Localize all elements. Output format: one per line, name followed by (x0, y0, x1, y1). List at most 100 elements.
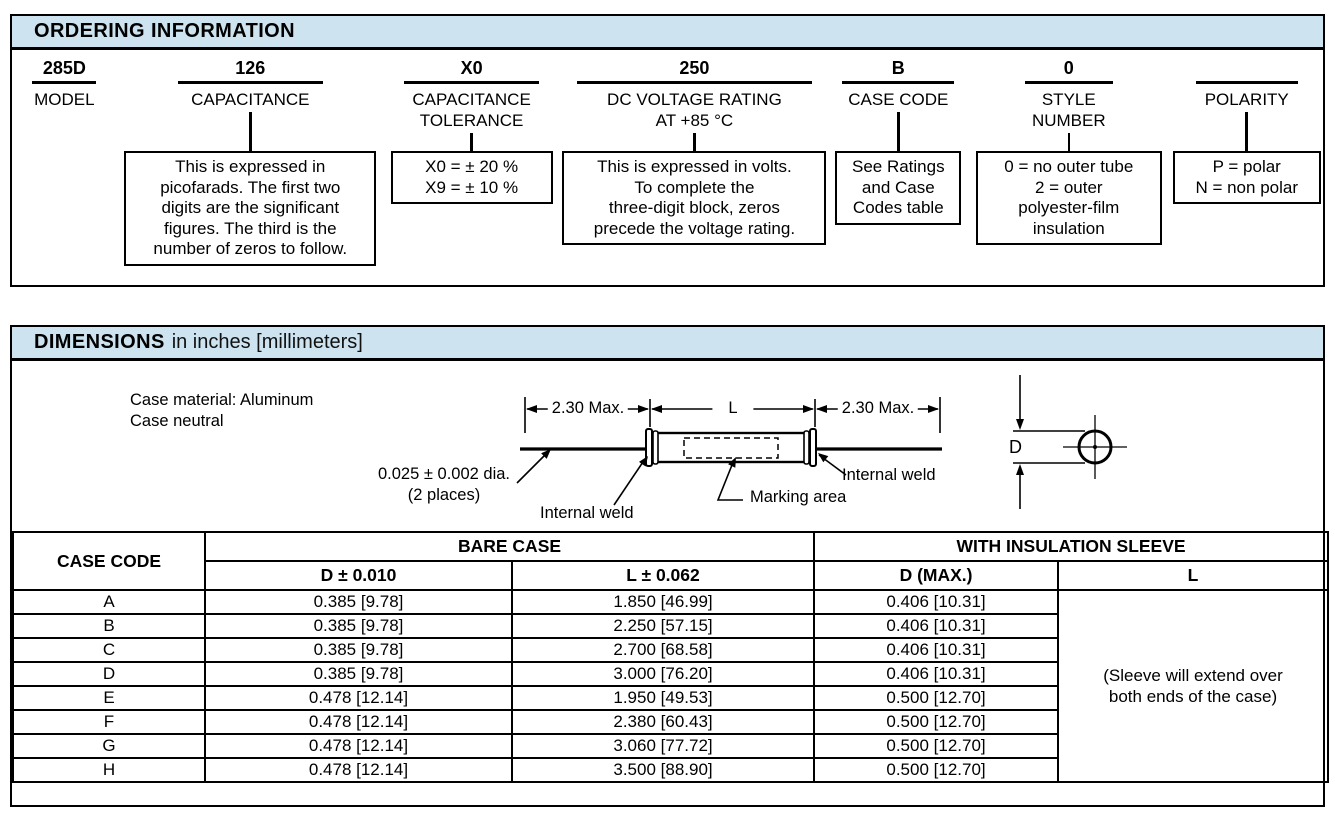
voltage-code: 250 (679, 58, 710, 78)
d-sleeve-cell: 0.500 [12.70] (813, 757, 1060, 783)
style-number-label: STYLE NUMBER (1031, 90, 1106, 130)
internal-weld-label-left: Internal weld (540, 504, 634, 522)
code-underline (1024, 81, 1113, 84)
d-sleeve-cell: 0.406 [10.31] (813, 637, 1060, 663)
internal-weld-label-right: Internal weld (842, 466, 936, 484)
d-sleeve-cell: 0.500 [12.70] (813, 733, 1060, 759)
polarity-note-box: P = polar N = non polar (1172, 151, 1321, 204)
ordering-column-tolerance: X0 CAPACITANCE TOLERANCE X0 = ± 20 % X9 … (384, 50, 559, 284)
voltage-note-box: This is expressed in volts. To complete … (562, 151, 827, 245)
capacitance-note-box: This is expressed in picofarads. The fir… (124, 151, 377, 266)
l-bare-cell: 1.850 [46.99] (510, 589, 816, 615)
ordering-information-section: ORDERING INFORMATION 285D MODEL 126 CAPA… (10, 14, 1325, 287)
ordering-column-style-number: 0 STYLE NUMBER 0 = no outer tube 2 = out… (967, 50, 1170, 284)
ordering-code-breakdown: 285D MODEL 126 CAPACITANCE This is expre… (12, 50, 1323, 284)
l-bare-cell: 3.060 [77.72] (510, 733, 816, 759)
code-underline (404, 81, 540, 84)
d-sleeve-cell: 0.500 [12.70] (813, 685, 1060, 711)
body-length-dim: L (712, 398, 754, 419)
code-underline (842, 81, 955, 84)
ordering-section-header: ORDERING INFORMATION (12, 16, 1323, 50)
table-row: D 0.385 [9.78] 3.000 [76.20] 0.406 [10.3… (12, 661, 1328, 687)
voltage-label: DC VOLTAGE RATING AT +85 °C (607, 90, 782, 130)
ordering-column-voltage: 250 DC VOLTAGE RATING AT +85 °C This is … (559, 50, 829, 284)
dimensions-section-header: DIMENSIONS in inches [millimeters] (12, 327, 1323, 361)
l-bare-cell: 3.000 [76.20] (510, 661, 816, 687)
dimension-drawing-svg (516, 375, 1127, 509)
case-code-cell: E (12, 685, 206, 711)
marking-area-outline (683, 437, 779, 459)
table-row: G 0.478 [12.14] 3.060 [77.72] 0.500 [12.… (12, 733, 1328, 759)
ordering-column-case-code: B CASE CODE See Ratings and Case Codes t… (830, 50, 968, 284)
connector-line (1067, 133, 1071, 151)
polarity-label: POLARITY (1204, 90, 1289, 109)
capacitor-end-view (1063, 415, 1127, 479)
style-number-code: 0 (1063, 58, 1074, 78)
dimension-arrowheads (526, 405, 939, 413)
d-sleeve-cell: 0.500 [12.70] (813, 709, 1060, 735)
d-bare-cell: 0.385 [9.78] (204, 661, 513, 687)
case-code-cell: H (12, 757, 206, 783)
d-sleeve-cell: 0.406 [10.31] (813, 661, 1060, 687)
case-code-code: B (891, 58, 905, 78)
col-header-l-bare: L ± 0.062 (510, 560, 816, 591)
connector-line (897, 112, 900, 151)
connector-line (63, 112, 66, 151)
case-code-label: CASE CODE (848, 90, 949, 109)
case-code-cell: A (12, 589, 206, 615)
marking-area-label: Marking area (750, 488, 847, 506)
case-code-cell: C (12, 637, 206, 663)
connector-line (693, 133, 696, 151)
case-code-cell: F (12, 709, 206, 735)
l-bare-cell: 3.500 [88.90] (510, 757, 816, 783)
model-code: 285D (42, 58, 86, 78)
table-row: A 0.385 [9.78] 1.850 [46.99] 0.406 [10.3… (12, 589, 1330, 783)
leader-lines (516, 451, 847, 506)
d-bare-cell: 0.385 [9.78] (204, 589, 513, 615)
table-column-header-row: D ± 0.010 L ± 0.062 D (MAX.) L (13, 560, 1330, 591)
d-bare-cell: 0.478 [12.14] (204, 733, 513, 759)
code-underline (576, 81, 812, 84)
case-code-cell: G (12, 733, 206, 759)
col-header-l-sleeve: L (1057, 560, 1330, 591)
connector-line (470, 133, 473, 151)
ordering-section-title: ORDERING INFORMATION (34, 20, 295, 42)
d-dimension (1013, 375, 1085, 509)
code-underline (177, 81, 323, 84)
d-bare-cell: 0.385 [9.78] (204, 637, 513, 663)
lead-length-dim-right: 2.30 Max. (837, 398, 919, 419)
ordering-column-model: 285D MODEL (12, 50, 117, 284)
case-code-note-box: See Ratings and Case Codes table (835, 151, 962, 225)
ordering-column-capacitance: 126 CAPACITANCE This is expressed in pic… (117, 50, 384, 284)
connector-line (1245, 112, 1248, 151)
ordering-column-polarity: POLARITY P = polar N = non polar (1170, 50, 1323, 284)
case-code-cell: D (12, 661, 206, 687)
d-bare-cell: 0.478 [12.14] (204, 709, 513, 735)
tolerance-code: X0 (460, 58, 483, 78)
capacitance-label: CAPACITANCE (191, 90, 310, 109)
d-sleeve-cell: 0.406 [10.31] (813, 613, 1060, 639)
capacitor-body (645, 428, 817, 467)
l-bare-cell: 2.250 [57.15] (510, 613, 816, 639)
dimensions-section: DIMENSIONS in inches [millimeters] (10, 325, 1330, 807)
model-label: MODEL (34, 90, 95, 109)
capacitance-code: 126 (235, 58, 266, 78)
table-row: E 0.478 [12.14] 1.950 [49.53] 0.500 [12.… (12, 685, 1328, 711)
table-row: F 0.478 [12.14] 2.380 [60.43] 0.500 [12.… (12, 709, 1328, 735)
tolerance-label: CAPACITANCE TOLERANCE (412, 90, 531, 130)
col-header-d-sleeve: D (MAX.) (813, 560, 1060, 591)
d-bare-cell: 0.385 [9.78] (204, 613, 513, 639)
tolerance-note-box: X0 = ± 20 % X9 = ± 10 % (390, 151, 553, 204)
sleeve-note-cell: (Sleeve will extend over both ends of th… (1057, 589, 1330, 783)
code-underline (1195, 81, 1298, 84)
d-bare-cell: 0.478 [12.14] (204, 757, 513, 783)
style-number-note-box: 0 = no outer tube 2 = outer polyester-fi… (975, 151, 1162, 245)
l-bare-cell: 2.700 [68.58] (510, 637, 816, 663)
dimensions-section-subtitle: in inches [millimeters] (171, 331, 363, 353)
col-header-d-bare: D ± 0.010 (204, 560, 513, 591)
table-row: C 0.385 [9.78] 2.700 [68.58] 0.406 [10.3… (12, 637, 1328, 663)
diameter-dim-label: D (1009, 437, 1022, 457)
case-code-cell: B (12, 613, 206, 639)
leader-arrowheads (541, 449, 829, 468)
table-row: B 0.385 [9.78] 2.250 [57.15] 0.406 [10.3… (12, 613, 1328, 639)
